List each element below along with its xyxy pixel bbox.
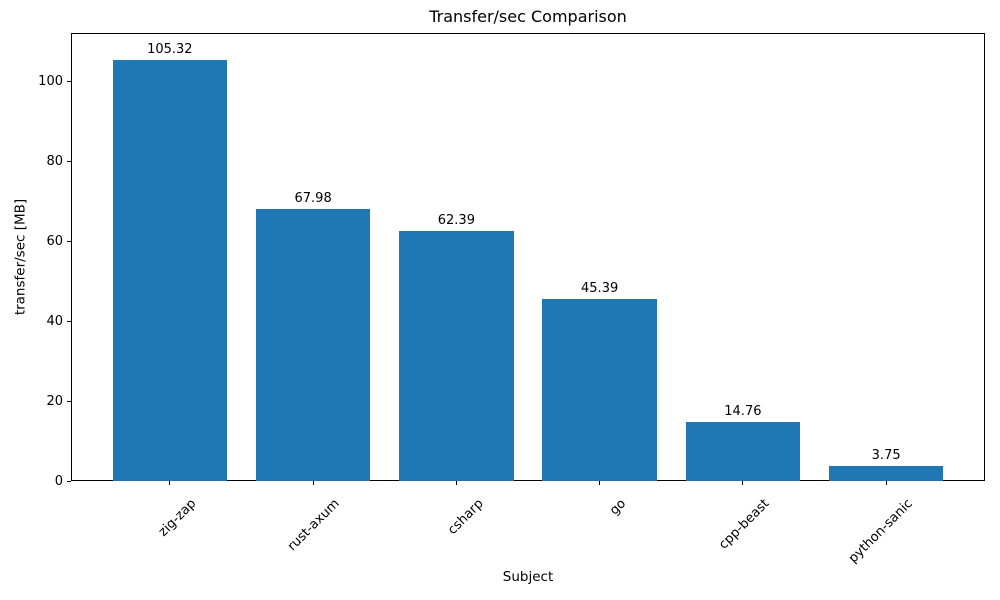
y-tick-label: 60 bbox=[46, 233, 63, 249]
bar bbox=[685, 421, 801, 481]
y-axis-label: transfer/sec [MB] bbox=[12, 198, 29, 316]
bar-value-label: 105.32 bbox=[147, 41, 193, 57]
y-tick bbox=[67, 240, 71, 242]
y-tick-label: 0 bbox=[54, 473, 63, 489]
x-tick-label: csharp bbox=[444, 496, 487, 538]
x-tick-label: cpp-beast bbox=[716, 496, 773, 553]
bar bbox=[399, 231, 514, 481]
x-tick bbox=[312, 481, 314, 485]
y-tick bbox=[67, 160, 71, 162]
x-axis-label: Subject bbox=[502, 569, 554, 585]
x-tick-label: python-sanic bbox=[846, 496, 917, 567]
x-tick-label: go bbox=[607, 496, 630, 519]
y-tick-label: 80 bbox=[46, 153, 63, 169]
chart-title: Transfer/sec Comparison bbox=[429, 7, 627, 26]
x-tick-label: rust-axum bbox=[285, 496, 344, 555]
x-tick bbox=[885, 481, 887, 485]
bar bbox=[255, 209, 371, 481]
x-tick-label: zig-zap bbox=[156, 496, 200, 540]
bar-value-label: 14.76 bbox=[724, 403, 762, 419]
bar bbox=[112, 59, 228, 481]
x-tick bbox=[742, 481, 744, 485]
y-tick bbox=[67, 480, 71, 482]
y-tick bbox=[67, 320, 71, 322]
bar bbox=[828, 466, 944, 481]
y-tick bbox=[67, 400, 71, 402]
bar-value-label: 62.39 bbox=[437, 213, 475, 229]
y-tick-label: 100 bbox=[38, 73, 63, 89]
x-tick bbox=[455, 481, 457, 485]
x-tick bbox=[599, 481, 601, 485]
bar-value-label: 45.39 bbox=[581, 281, 619, 297]
bar bbox=[542, 299, 657, 481]
y-tick bbox=[67, 80, 71, 82]
x-tick bbox=[169, 481, 171, 485]
bar-value-label: 67.98 bbox=[294, 191, 332, 207]
y-tick-label: 40 bbox=[46, 313, 63, 329]
bar-value-label: 3.75 bbox=[871, 448, 901, 463]
y-tick-label: 20 bbox=[46, 393, 63, 409]
